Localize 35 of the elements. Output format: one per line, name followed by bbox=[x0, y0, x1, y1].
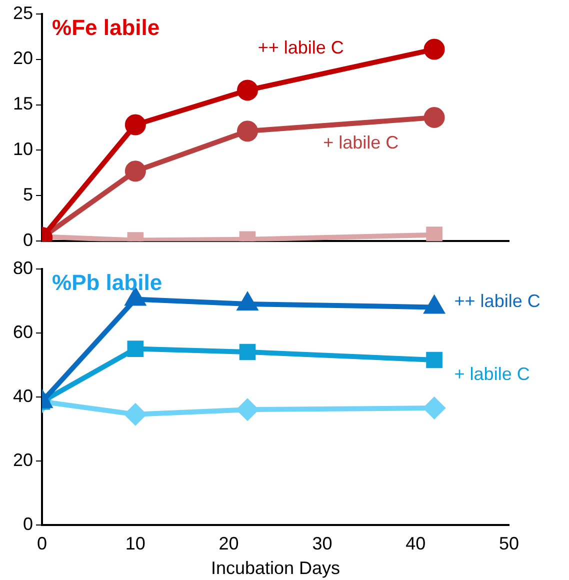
y-tick-label: 20 bbox=[12, 450, 34, 470]
point bbox=[239, 344, 256, 360]
point bbox=[424, 398, 445, 418]
series-label: + labile C bbox=[323, 132, 399, 152]
y-tick-label: 0 bbox=[23, 230, 34, 250]
point bbox=[424, 106, 445, 128]
point bbox=[426, 352, 442, 368]
point bbox=[236, 80, 258, 101]
x-tick-label: 10 bbox=[125, 534, 146, 554]
y-tick-label: 80 bbox=[12, 258, 34, 278]
y-tick-label: 15 bbox=[12, 94, 34, 114]
x-tick-label: 0 bbox=[37, 534, 48, 554]
point bbox=[236, 399, 258, 420]
x-axis-title: Incubation Days bbox=[210, 558, 340, 578]
x-tick-label: 40 bbox=[406, 534, 426, 554]
chart-title: %Pb labile bbox=[52, 270, 162, 295]
point bbox=[127, 340, 144, 357]
chart-title: %Fe labile bbox=[52, 14, 160, 40]
series-label: ++ labile C bbox=[258, 38, 344, 58]
series-label: ++ labile C bbox=[454, 291, 540, 312]
point bbox=[124, 404, 146, 425]
y-tick-label: 5 bbox=[23, 184, 34, 205]
point bbox=[424, 38, 445, 60]
series-label: + labile C bbox=[454, 364, 530, 384]
x-tick-label: 50 bbox=[498, 534, 520, 554]
y-tick-label: 0 bbox=[23, 514, 34, 534]
y-tick-label: 40 bbox=[12, 386, 34, 406]
y-tick-label: 60 bbox=[12, 322, 34, 342]
y-tick-label: 20 bbox=[12, 48, 34, 68]
y-tick-label: 10 bbox=[12, 139, 34, 160]
point bbox=[236, 120, 258, 142]
point bbox=[124, 114, 146, 136]
x-tick-label: 30 bbox=[312, 534, 332, 554]
x-tick-label: 20 bbox=[218, 534, 239, 554]
y-tick-label: 25 bbox=[12, 2, 34, 23]
